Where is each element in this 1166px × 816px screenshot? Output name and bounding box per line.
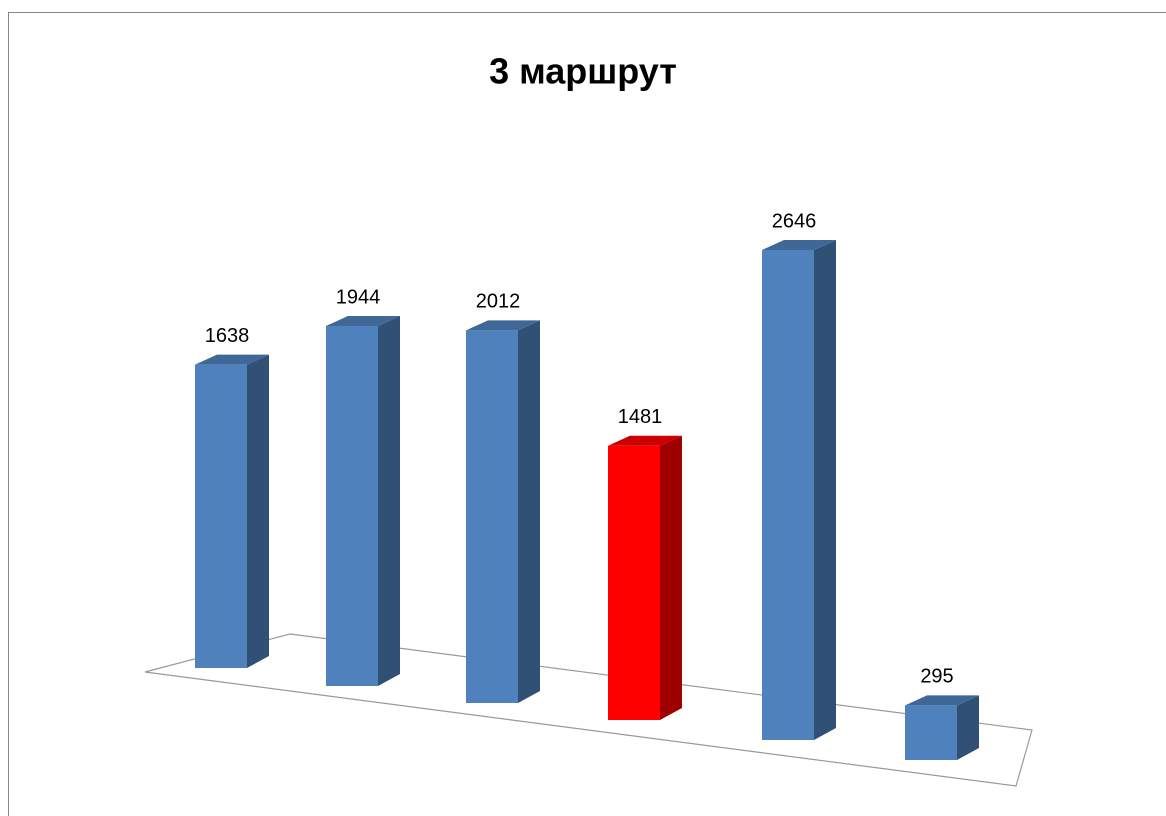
bar-top <box>608 435 682 446</box>
bar-side <box>378 316 400 686</box>
bar-top <box>466 320 540 331</box>
bar-side <box>247 354 269 668</box>
bar <box>905 705 957 760</box>
bar-side <box>957 695 979 760</box>
data-label: 1638 <box>205 325 250 347</box>
bar-top <box>905 695 979 706</box>
bar <box>195 364 247 668</box>
bar-top <box>326 316 400 326</box>
bar <box>466 330 518 703</box>
bar <box>326 326 378 686</box>
bars: 1638 1944 2012 1481 2646 295 <box>195 210 979 760</box>
bar-top <box>195 354 269 365</box>
bar-side <box>814 240 836 740</box>
data-label: 1944 <box>336 286 381 308</box>
chart-title: 3 маршрут <box>489 51 677 92</box>
bar-side <box>518 320 540 703</box>
data-label: 2646 <box>772 210 817 232</box>
data-label: 2012 <box>476 291 521 313</box>
bar <box>762 250 814 740</box>
data-label: 295 <box>920 666 953 688</box>
bar-top <box>762 240 836 250</box>
bar <box>608 445 660 720</box>
data-label: 1481 <box>618 406 663 428</box>
bar-side <box>660 435 682 720</box>
